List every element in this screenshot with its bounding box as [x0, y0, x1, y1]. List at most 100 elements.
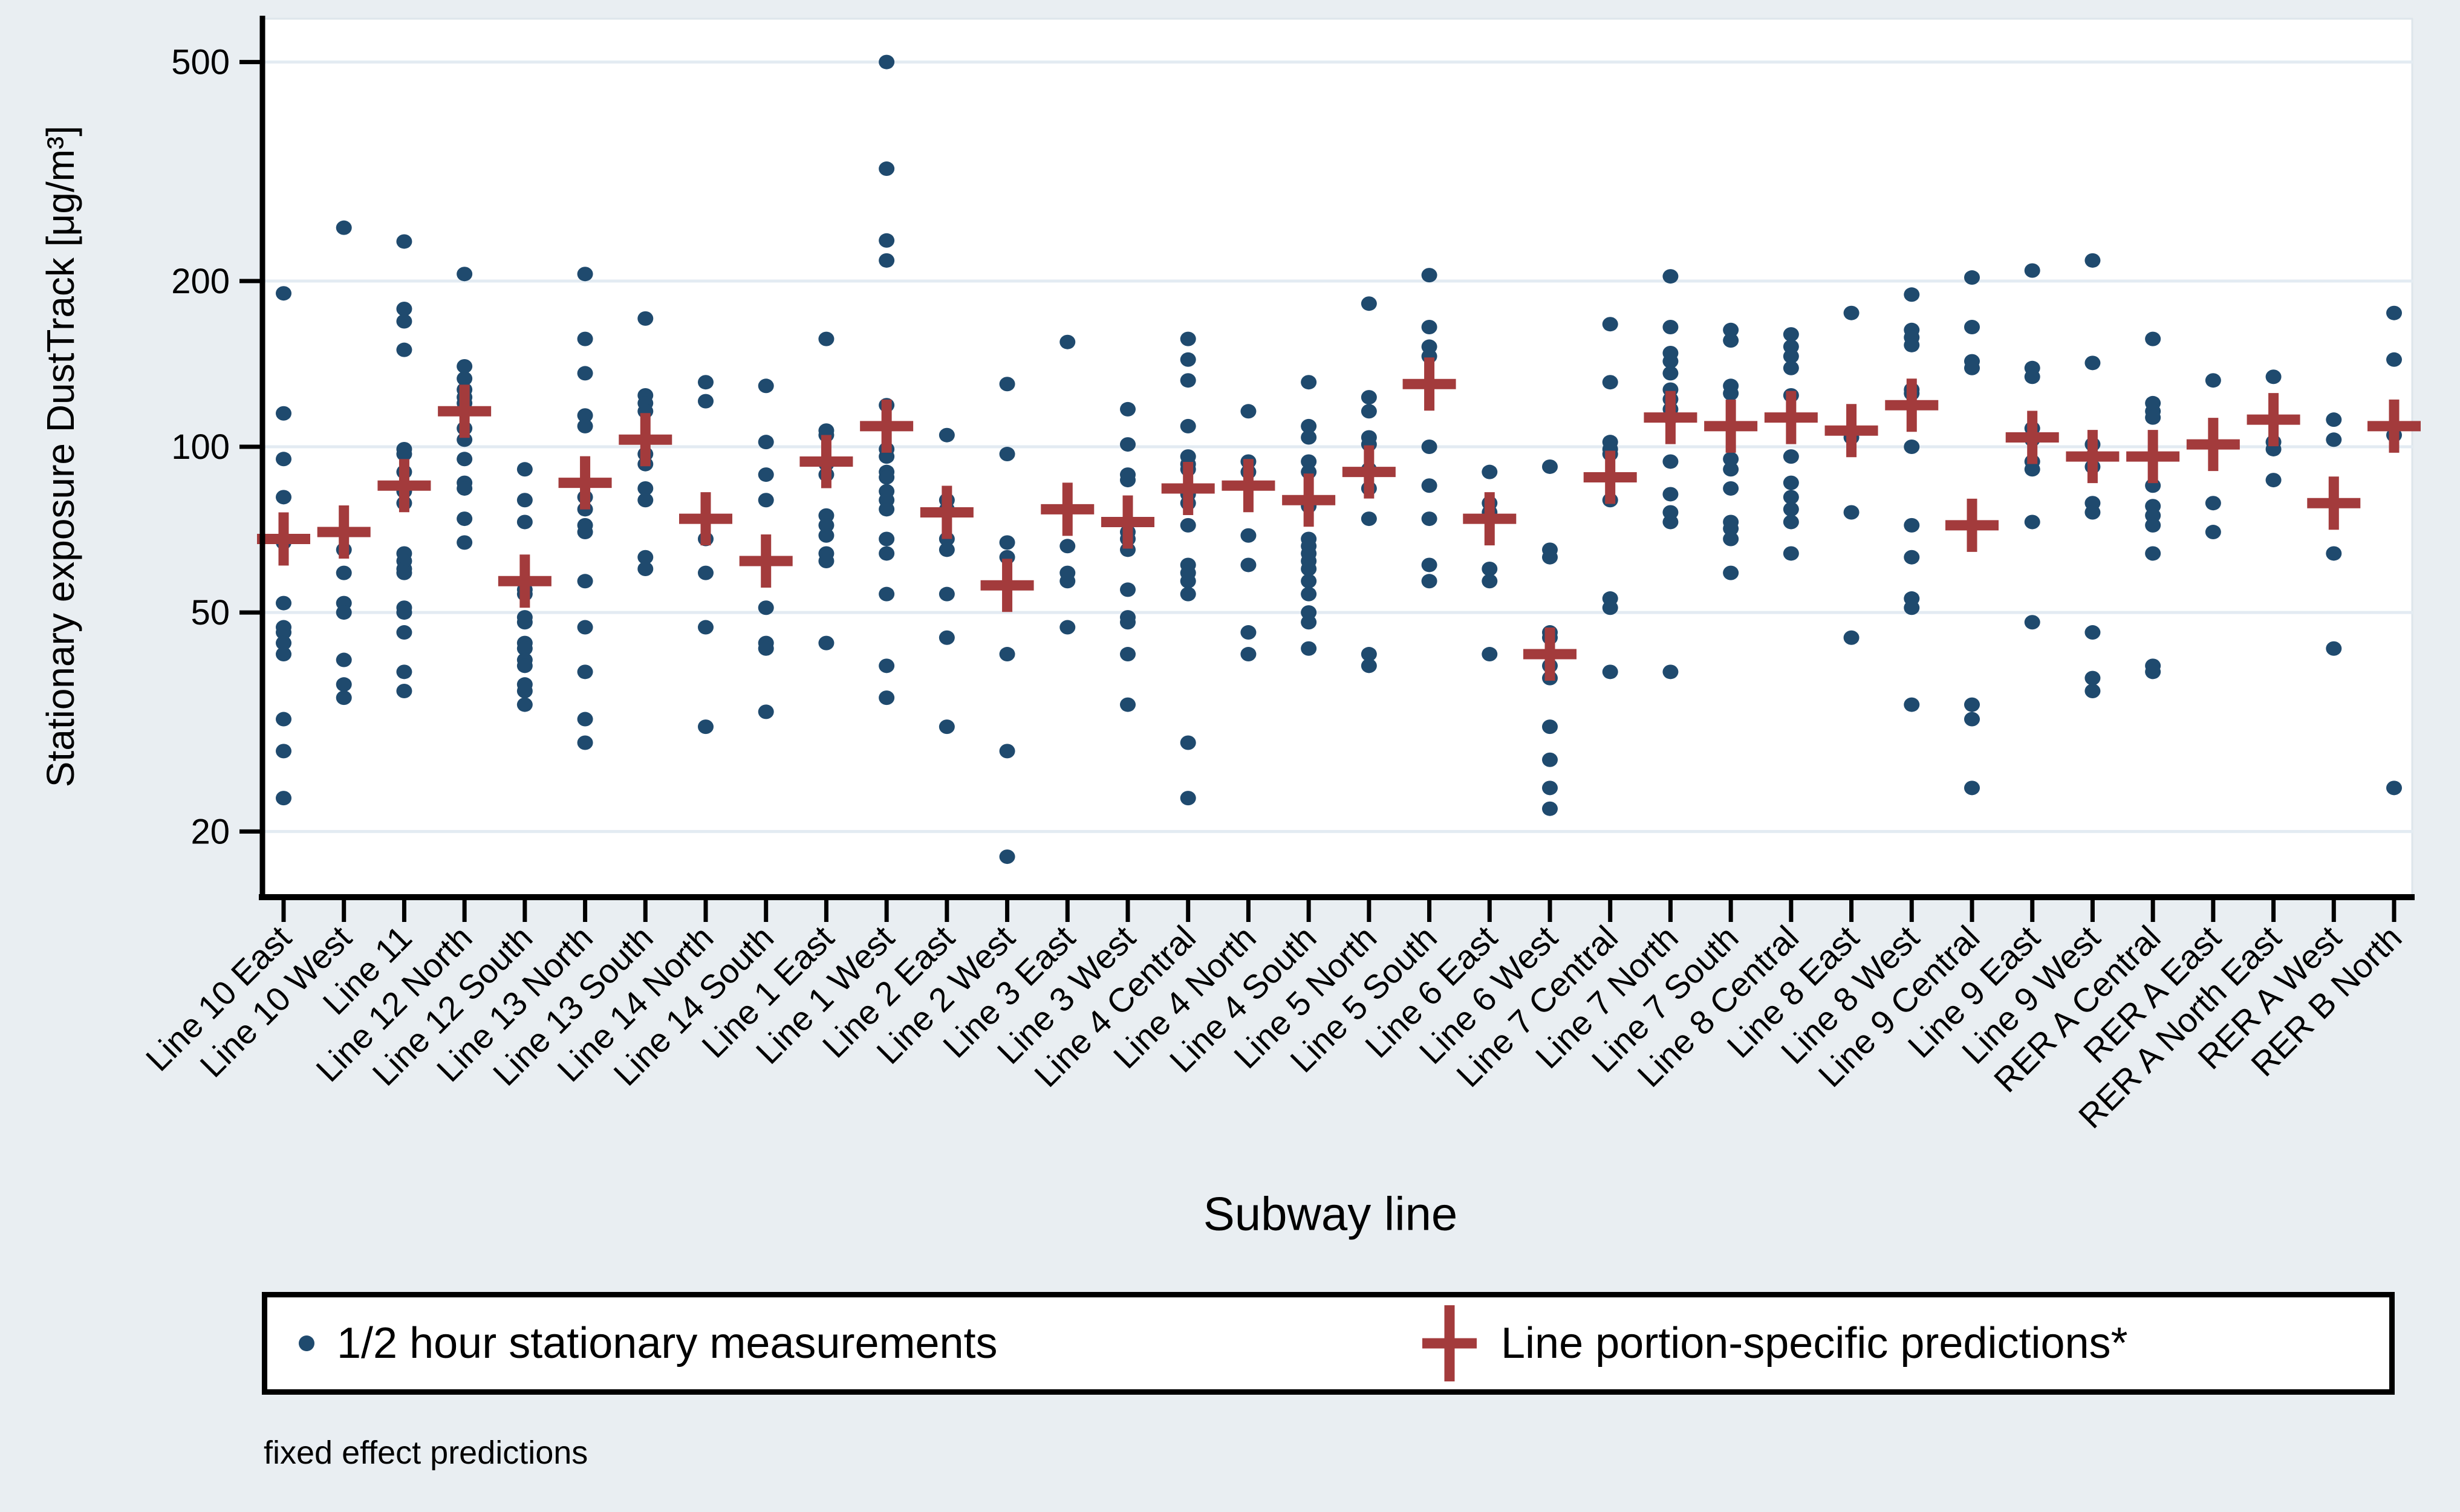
measurement-dot [396, 301, 412, 316]
measurement-dot [1662, 487, 1679, 502]
measurement-dot [396, 664, 412, 680]
measurement-dot [698, 719, 714, 735]
measurement-dot [2205, 525, 2221, 540]
measurement-dot [637, 550, 654, 565]
measurement-dot [577, 620, 593, 635]
measurement-dot [1120, 437, 1136, 452]
prediction-plus [2066, 430, 2120, 484]
measurement-dot [2386, 305, 2402, 320]
prediction-plus-icon [1416, 1298, 1483, 1389]
prediction-plus [1101, 495, 1154, 549]
measurement-dot [1602, 375, 1618, 390]
measurement-dot [758, 435, 774, 450]
legend-item-measurements: 1/2 hour stationary measurements [294, 1297, 998, 1389]
prediction-plus [1041, 482, 1095, 536]
measurement-dot [1843, 305, 1860, 320]
prediction-plus [679, 492, 732, 546]
measurement-dot [1240, 528, 1257, 543]
prediction-plus [1764, 391, 1818, 444]
measurement-dot [1662, 319, 1679, 334]
prediction-plus [2005, 410, 2059, 464]
prediction-plus [2186, 418, 2240, 472]
measurement-dot [1180, 418, 1196, 433]
measurement-dot [2326, 546, 2342, 561]
measurement-dot [999, 535, 1015, 550]
measurement-dot [758, 378, 774, 394]
measurement-dot [637, 311, 654, 326]
measurement-dot [2024, 514, 2040, 530]
measurement-dot [818, 635, 835, 651]
prediction-plus [1463, 492, 1517, 546]
measurement-dot [1964, 697, 1980, 712]
prediction-plus [1824, 404, 1878, 458]
measurement-dot [1662, 664, 1679, 680]
measurement-dot [1542, 719, 1558, 735]
measurement-dot [457, 452, 473, 467]
measurement-dot [396, 565, 412, 580]
measurement-dot [1361, 647, 1377, 662]
measurement-dot [1843, 630, 1860, 645]
measurement-dot [1602, 600, 1618, 615]
measurement-dot [1723, 565, 1739, 580]
prediction-plus [1945, 498, 1999, 552]
measurement-dot [2145, 664, 2161, 680]
measurement-dot [1602, 664, 1618, 680]
measurement-dot [939, 630, 955, 645]
measurement-dot [1542, 801, 1558, 816]
prediction-plus [257, 512, 310, 566]
measurement-dot [1301, 375, 1317, 390]
measurement-dot [818, 554, 835, 569]
measurement-dot [1723, 521, 1739, 536]
measurement-dot [1723, 531, 1739, 547]
measurement-dot [1180, 574, 1196, 589]
measurement-dot [1783, 490, 1799, 505]
measurement-dot [1662, 514, 1679, 530]
measurement-dot [577, 735, 593, 750]
measurement-dot [1964, 780, 1980, 796]
measurement-dot [336, 605, 352, 620]
measurement-dot [1301, 586, 1317, 602]
measurement-dot [1964, 270, 1980, 285]
measurement-dot [457, 535, 473, 550]
prediction-plus [1342, 445, 1396, 499]
x-axis-title: Subway line [1203, 1187, 1458, 1241]
measurement-dot [1783, 360, 1799, 375]
measurement-dot [2265, 369, 2282, 384]
measurement-dot [1723, 386, 1739, 401]
measurement-dot [1120, 582, 1136, 597]
measurement-dot [1301, 430, 1317, 445]
measurement-dot [758, 600, 774, 615]
measurement-dot [396, 314, 412, 329]
prediction-plus [438, 384, 492, 438]
prediction-plus [2307, 476, 2361, 530]
y-tick-label: 50 [190, 593, 230, 632]
measurement-dot [2386, 780, 2402, 796]
measurement-dot [336, 690, 352, 706]
measurement-dot [1421, 268, 1437, 283]
measurement-dot [999, 377, 1015, 392]
measurement-dot [2024, 369, 2040, 384]
measurement-dot [1904, 697, 1920, 712]
measurement-dot [939, 542, 955, 557]
y-axis-title: Stationary exposure DustTrack [μg/m³] [39, 125, 82, 788]
prediction-plus [498, 554, 552, 608]
measurement-dot [1843, 505, 1860, 520]
measurement-dot [396, 683, 412, 698]
measurement-dot [1964, 360, 1980, 375]
measurement-dot [336, 677, 352, 692]
measurement-dot [2386, 352, 2402, 367]
measurement-dot [2326, 412, 2342, 427]
measurement-dot [276, 791, 291, 806]
measurement-dot-icon [294, 1331, 319, 1355]
y-tick-label: 100 [171, 427, 230, 467]
measurement-dot [1180, 518, 1196, 533]
prediction-plus [860, 399, 914, 453]
measurement-dot [276, 635, 291, 651]
measurement-dot [1723, 322, 1739, 337]
legend-label-predictions: Line portion-specific predictions* [1501, 1319, 2128, 1368]
measurement-dot [276, 744, 291, 759]
measurement-dot [758, 493, 774, 508]
measurement-dot [516, 658, 533, 673]
measurement-dot [879, 449, 895, 464]
measurement-dot [577, 267, 593, 282]
